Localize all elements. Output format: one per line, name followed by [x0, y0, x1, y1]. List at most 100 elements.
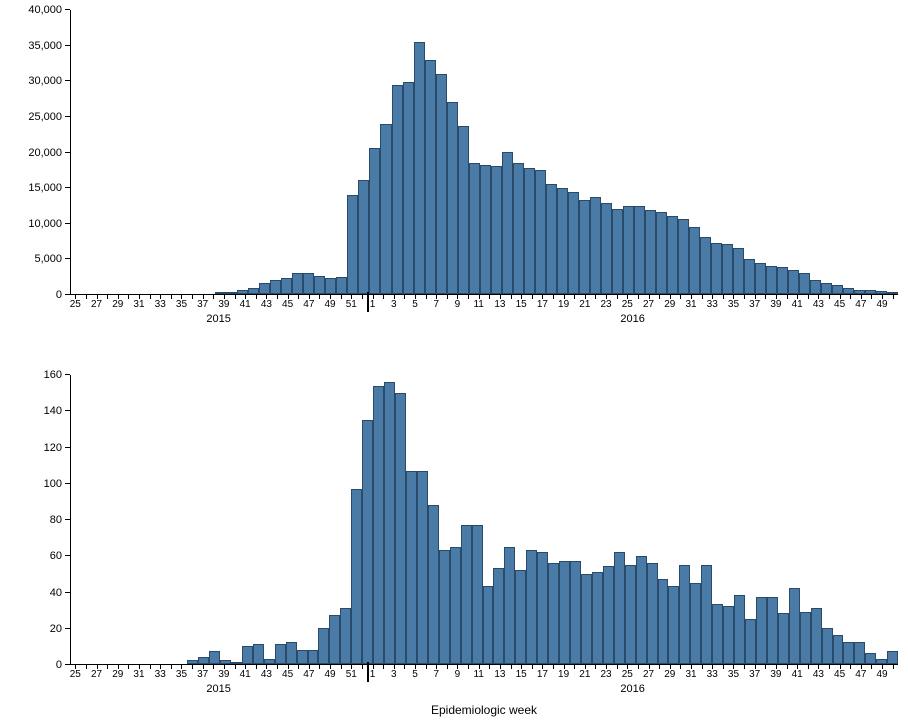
x-tick-mark [362, 665, 363, 669]
x-tick-mark [426, 665, 427, 669]
bar [612, 209, 623, 294]
x-tick-mark [107, 295, 108, 299]
x-tick-label: 37 [749, 669, 760, 680]
x-tick-label: 27 [643, 299, 654, 310]
x-tick-label: 31 [685, 299, 696, 310]
bar [491, 166, 502, 294]
x-tick-mark [871, 295, 872, 299]
y-tick-label: 160 [44, 369, 62, 381]
x-tick-label: 23 [601, 299, 612, 310]
bar [701, 565, 712, 664]
x-tick-mark [765, 295, 766, 299]
bar [226, 292, 237, 294]
x-tick-mark [192, 295, 193, 299]
bar [777, 267, 788, 294]
x-tick-label: 41 [792, 299, 803, 310]
year-label-2015: 2015 [206, 313, 230, 325]
x-tick-mark [680, 665, 681, 669]
x-tick-mark [256, 295, 257, 299]
x-tick-mark [617, 665, 618, 669]
x-tick-label: 41 [240, 669, 251, 680]
bar [876, 659, 887, 664]
bar [209, 651, 220, 664]
bar [308, 650, 319, 664]
x-tick-label: 29 [664, 299, 675, 310]
bar [689, 227, 700, 294]
x-tick-mark [574, 295, 575, 299]
bar [788, 270, 799, 294]
x-tick-label: 47 [855, 299, 866, 310]
y-tick-label: 15,000 [28, 182, 62, 194]
bar [403, 82, 414, 294]
bar [887, 292, 898, 294]
x-tick-label: 37 [197, 669, 208, 680]
x-tick-label: 33 [707, 669, 718, 680]
bar [329, 615, 340, 664]
bar [439, 550, 450, 664]
x-tick-label: 9 [455, 299, 461, 310]
bar [810, 280, 821, 294]
x-tick-label: 39 [218, 669, 229, 680]
y-tick-label: 35,000 [28, 40, 62, 52]
x-axis-label: Epidemiologic week [431, 703, 537, 717]
bar [275, 644, 286, 664]
x-tick-label: 13 [494, 299, 505, 310]
x-tick-label: 37 [749, 299, 760, 310]
bar [625, 565, 636, 664]
y-tick-label: 120 [44, 442, 62, 454]
bar [570, 561, 581, 664]
bar [215, 292, 226, 294]
bar [712, 604, 723, 664]
x-tick-mark [744, 295, 745, 299]
bar [340, 608, 351, 664]
bar [231, 662, 242, 664]
x-tick-mark [277, 295, 278, 299]
x-tick-mark [532, 295, 533, 299]
bar [187, 660, 198, 664]
x-tick-label: 35 [176, 299, 187, 310]
bar [876, 291, 887, 294]
bar [590, 197, 601, 294]
bar [645, 210, 656, 294]
bar [220, 660, 231, 664]
bar [237, 290, 248, 294]
bar [854, 290, 865, 294]
x-tick-label: 41 [240, 299, 251, 310]
bar [318, 628, 329, 664]
x-tick-label: 35 [176, 669, 187, 680]
bar [483, 586, 494, 664]
x-tick-mark [553, 665, 554, 669]
x-tick-label: 33 [707, 299, 718, 310]
x-tick-mark [638, 295, 639, 299]
bar [270, 280, 281, 294]
bar [395, 393, 406, 664]
y-tick-label: 25,000 [28, 111, 62, 123]
bar [286, 642, 297, 664]
bar [314, 276, 325, 294]
x-tick-label: 45 [834, 669, 845, 680]
x-tick-mark [829, 295, 830, 299]
x-tick-label: 43 [261, 299, 272, 310]
bar [436, 74, 447, 294]
bar [700, 237, 711, 294]
x-tick-mark [256, 665, 257, 669]
x-tick-mark [638, 665, 639, 669]
y-tick-label: 20,000 [28, 147, 62, 159]
x-tick-mark [383, 295, 384, 299]
chart-container: No. of Zika virus disease cases 05,00010… [0, 0, 908, 725]
bar [557, 188, 568, 295]
x-tick-mark [680, 295, 681, 299]
y-tick-label: 10,000 [28, 218, 62, 230]
x-tick-mark [426, 295, 427, 299]
bar [347, 195, 358, 294]
y-tick-label: 100 [44, 478, 62, 490]
bar [623, 206, 634, 294]
bar [281, 278, 292, 294]
x-tick-label: 23 [601, 669, 612, 680]
bar [722, 244, 733, 294]
x-tick-mark [404, 665, 405, 669]
x-tick-mark [595, 295, 596, 299]
bar [843, 642, 854, 664]
bar [524, 168, 535, 294]
x-tick-label: 31 [133, 669, 144, 680]
